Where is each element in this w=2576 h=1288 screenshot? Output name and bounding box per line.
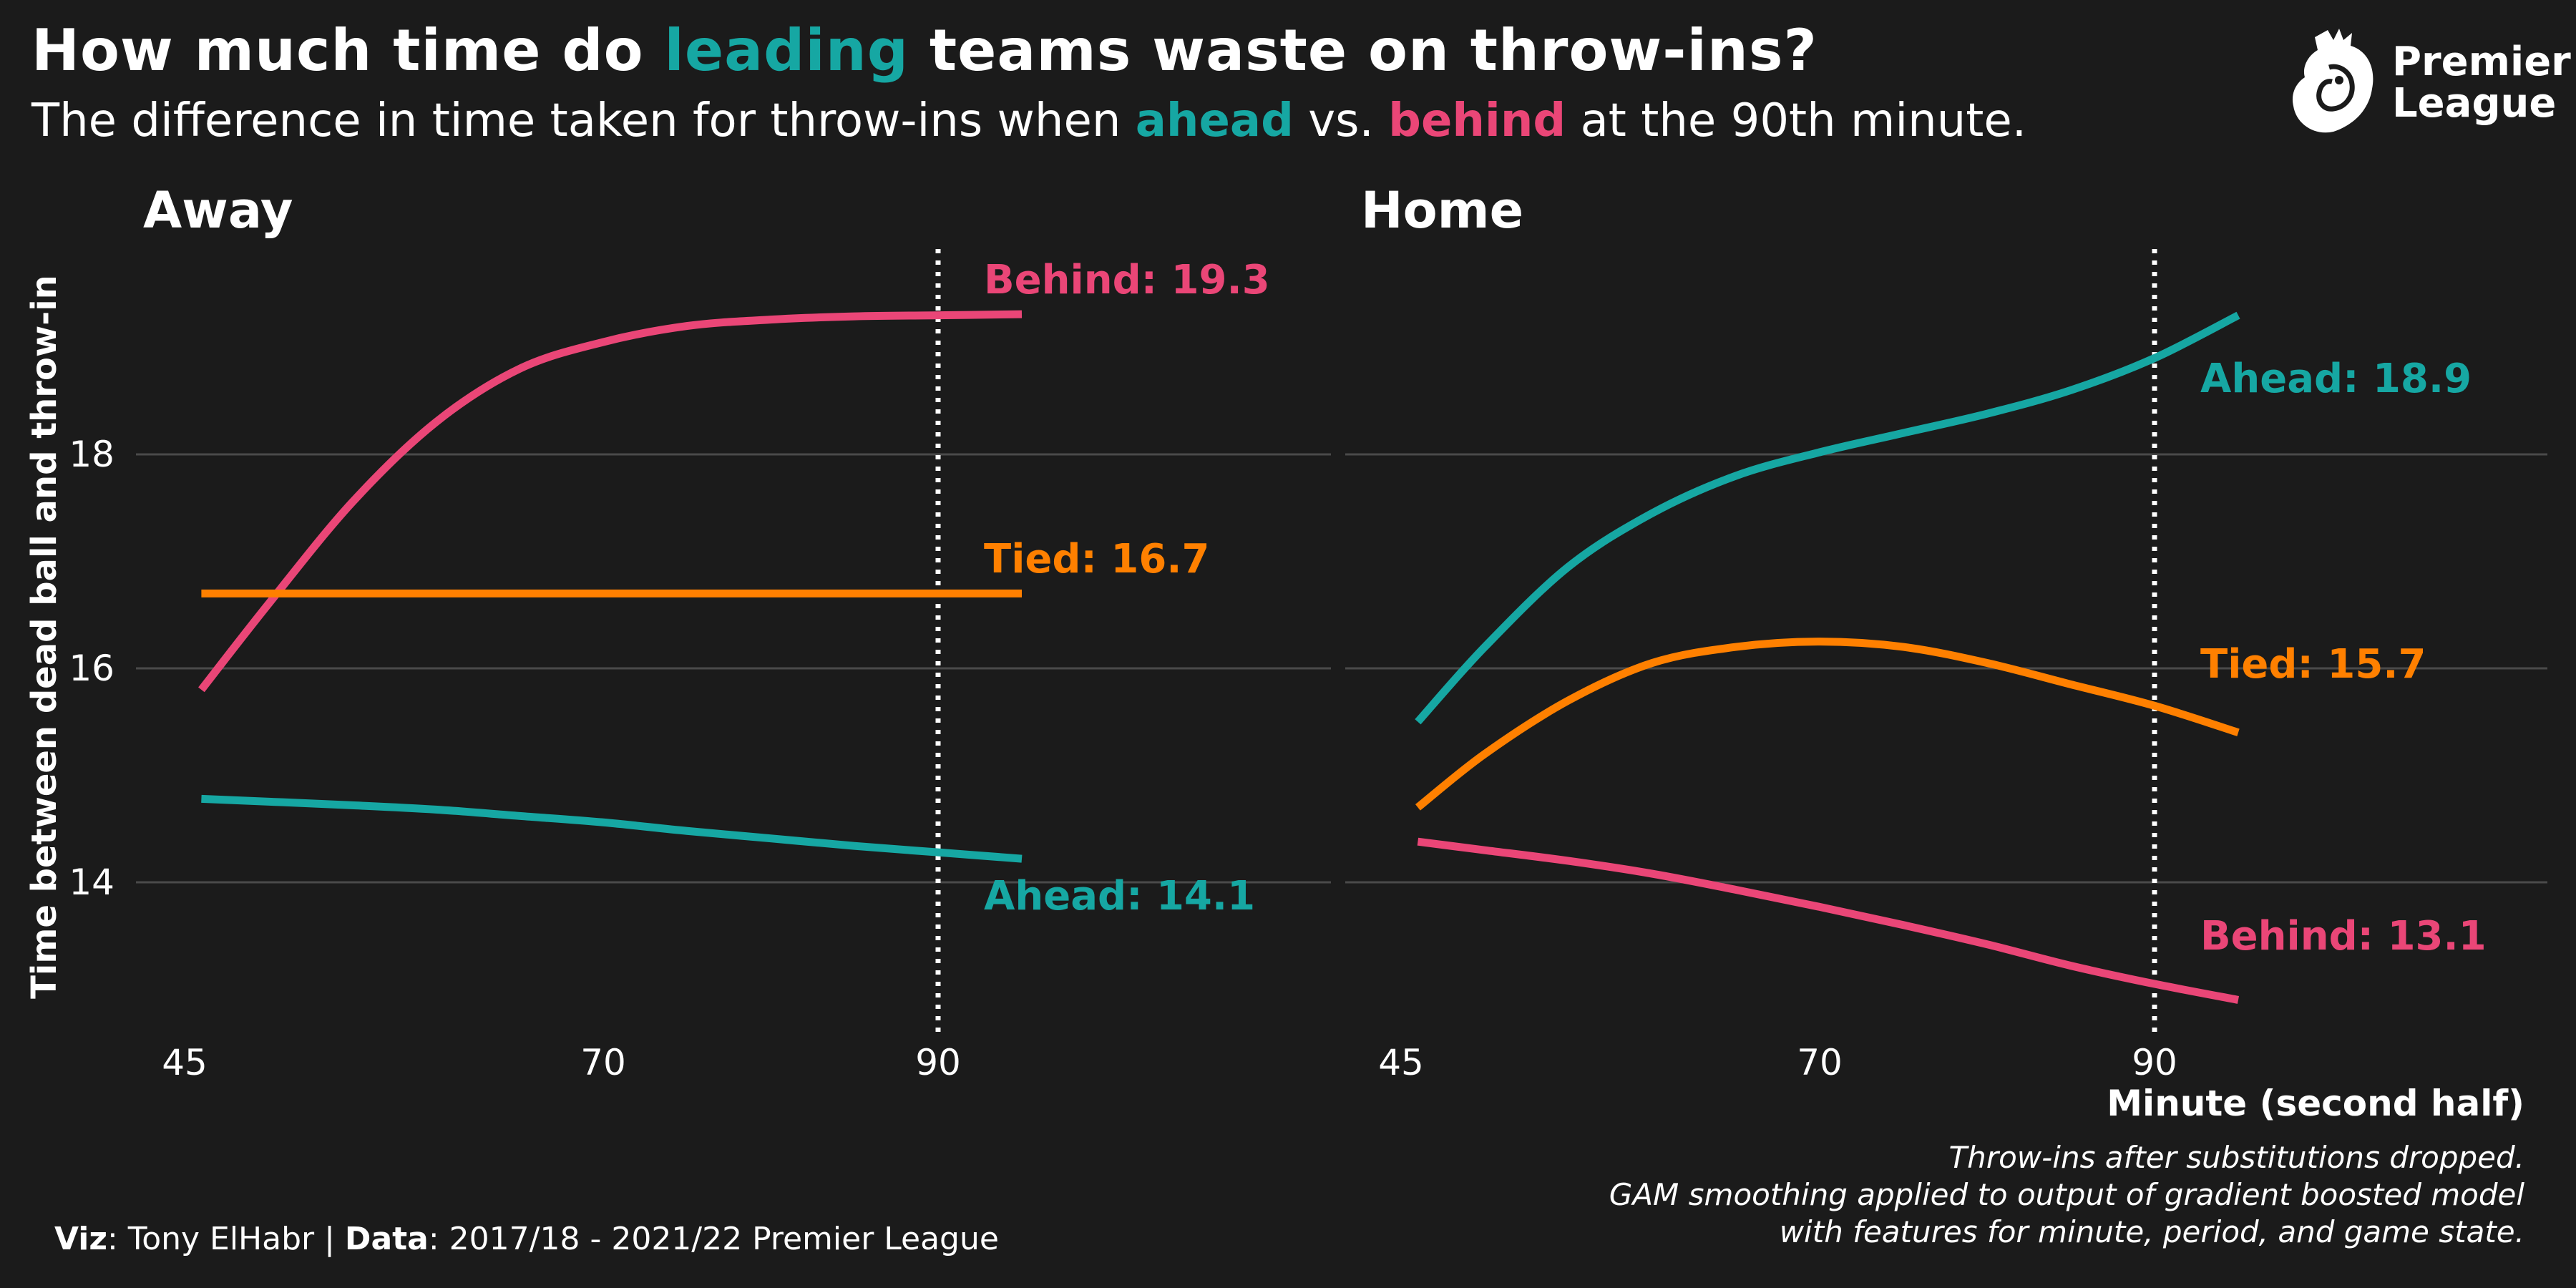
series-line-home-behind [1417, 837, 2240, 1004]
logo-text-league: League [2392, 80, 2557, 127]
caption-line: with features for minute, period, and ga… [1779, 1214, 2524, 1249]
credit-data-label: Data [344, 1221, 429, 1257]
x-tick-label: 45 [1378, 1042, 1424, 1083]
subtitle-ahead: ahead [1135, 94, 1294, 147]
series-line-home-tied [1415, 638, 2240, 811]
x-tick-label: 90 [915, 1042, 961, 1083]
caption-line: Throw-ins after substitutions dropped. [1948, 1140, 2524, 1175]
x-axis-title: Minute (second half) [2107, 1083, 2524, 1124]
data-label-away-behind: Behind: 19.3 [984, 257, 1270, 303]
data-label-home-behind: Behind: 13.1 [2200, 913, 2487, 960]
title-part: teams waste on throw-ins? [909, 17, 1818, 84]
facet-title-home: Home [1361, 181, 1523, 240]
credit-data-value: : 2017/18 - 2021/22 Premier League [428, 1221, 999, 1257]
subtitle-part: The difference in time taken for throw-i… [31, 94, 1136, 147]
data-label-away-ahead: Ahead: 14.1 [984, 873, 1255, 919]
data-label-home-ahead: Ahead: 18.9 [2200, 356, 2472, 402]
series-line-away-behind [198, 310, 1023, 693]
credit-line: Viz: Tony ElHabr | Data: 2017/18 - 2021/… [54, 1221, 999, 1257]
x-tick-label: 90 [2132, 1042, 2177, 1083]
y-tick-label: 18 [69, 434, 114, 475]
subtitle-part: vs. [1293, 94, 1389, 147]
y-axis-title: Time between dead ball and throw-in [24, 275, 64, 999]
y-tick-label: 14 [69, 862, 114, 903]
premier-league-logo: Premier League [2286, 24, 2571, 139]
title-part: How much time do [31, 17, 665, 84]
x-tick-label: 45 [162, 1042, 208, 1083]
series-line-away-ahead [201, 794, 1023, 863]
credit-viz-label: Viz [54, 1221, 107, 1257]
y-tick-label: 16 [69, 648, 114, 689]
chart-subtitle: The difference in time taken for throw-i… [31, 94, 2026, 147]
data-label-away-tied: Tied: 16.7 [984, 536, 1210, 582]
x-tick-label: 70 [1797, 1042, 1843, 1083]
credit-viz-value: : Tony ElHabr | [107, 1221, 345, 1257]
subtitle-behind: behind [1388, 94, 1566, 147]
title-highlight: leading [664, 17, 909, 84]
data-label-home-tied: Tied: 15.7 [2200, 641, 2426, 688]
chart-title: How much time do leading teams waste on … [31, 17, 1818, 84]
series-line-home-ahead [1415, 311, 2240, 725]
caption: Throw-ins after substitutions dropped. G… [1609, 1139, 2524, 1251]
lion-icon [2292, 29, 2373, 133]
facet-title-away: Away [143, 181, 293, 240]
caption-line: GAM smoothing applied to output of gradi… [1609, 1177, 2524, 1212]
x-tick-label: 70 [580, 1042, 626, 1083]
subtitle-part: at the 90th minute. [1566, 94, 2027, 147]
logo-text-premier: Premier [2392, 39, 2571, 85]
